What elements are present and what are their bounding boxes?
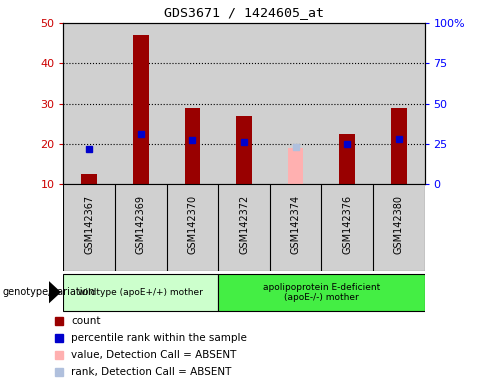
Bar	[63, 273, 218, 311]
Text: apolipoprotein E-deficient
(apoE-/-) mother: apolipoprotein E-deficient (apoE-/-) mot…	[263, 283, 380, 302]
Text: genotype/variation: genotype/variation	[2, 287, 95, 297]
Text: GSM142374: GSM142374	[290, 195, 301, 254]
Bar	[391, 108, 407, 184]
Bar	[166, 23, 218, 184]
Bar	[63, 23, 115, 184]
Bar	[184, 108, 200, 184]
Bar	[236, 116, 252, 184]
Bar	[288, 148, 304, 184]
Text: percentile rank within the sample: percentile rank within the sample	[71, 333, 247, 343]
Text: GSM142367: GSM142367	[84, 195, 94, 254]
Title: GDS3671 / 1424605_at: GDS3671 / 1424605_at	[164, 6, 324, 19]
Text: GSM142376: GSM142376	[342, 195, 352, 254]
Bar	[218, 23, 270, 184]
Text: GSM142372: GSM142372	[239, 195, 249, 254]
Text: GSM142370: GSM142370	[187, 195, 198, 254]
Polygon shape	[49, 281, 61, 303]
Bar	[133, 35, 148, 184]
Bar	[81, 174, 97, 184]
Text: wildtype (apoE+/+) mother: wildtype (apoE+/+) mother	[79, 288, 203, 297]
Text: GSM142369: GSM142369	[136, 195, 146, 254]
Bar	[322, 23, 373, 184]
Text: value, Detection Call = ABSENT: value, Detection Call = ABSENT	[71, 350, 236, 360]
Bar	[218, 273, 425, 311]
Bar	[270, 23, 322, 184]
Bar	[115, 23, 166, 184]
Bar	[340, 134, 355, 184]
Bar	[373, 23, 425, 184]
Text: rank, Detection Call = ABSENT: rank, Detection Call = ABSENT	[71, 367, 231, 377]
Text: count: count	[71, 316, 101, 326]
Text: GSM142380: GSM142380	[394, 195, 404, 254]
